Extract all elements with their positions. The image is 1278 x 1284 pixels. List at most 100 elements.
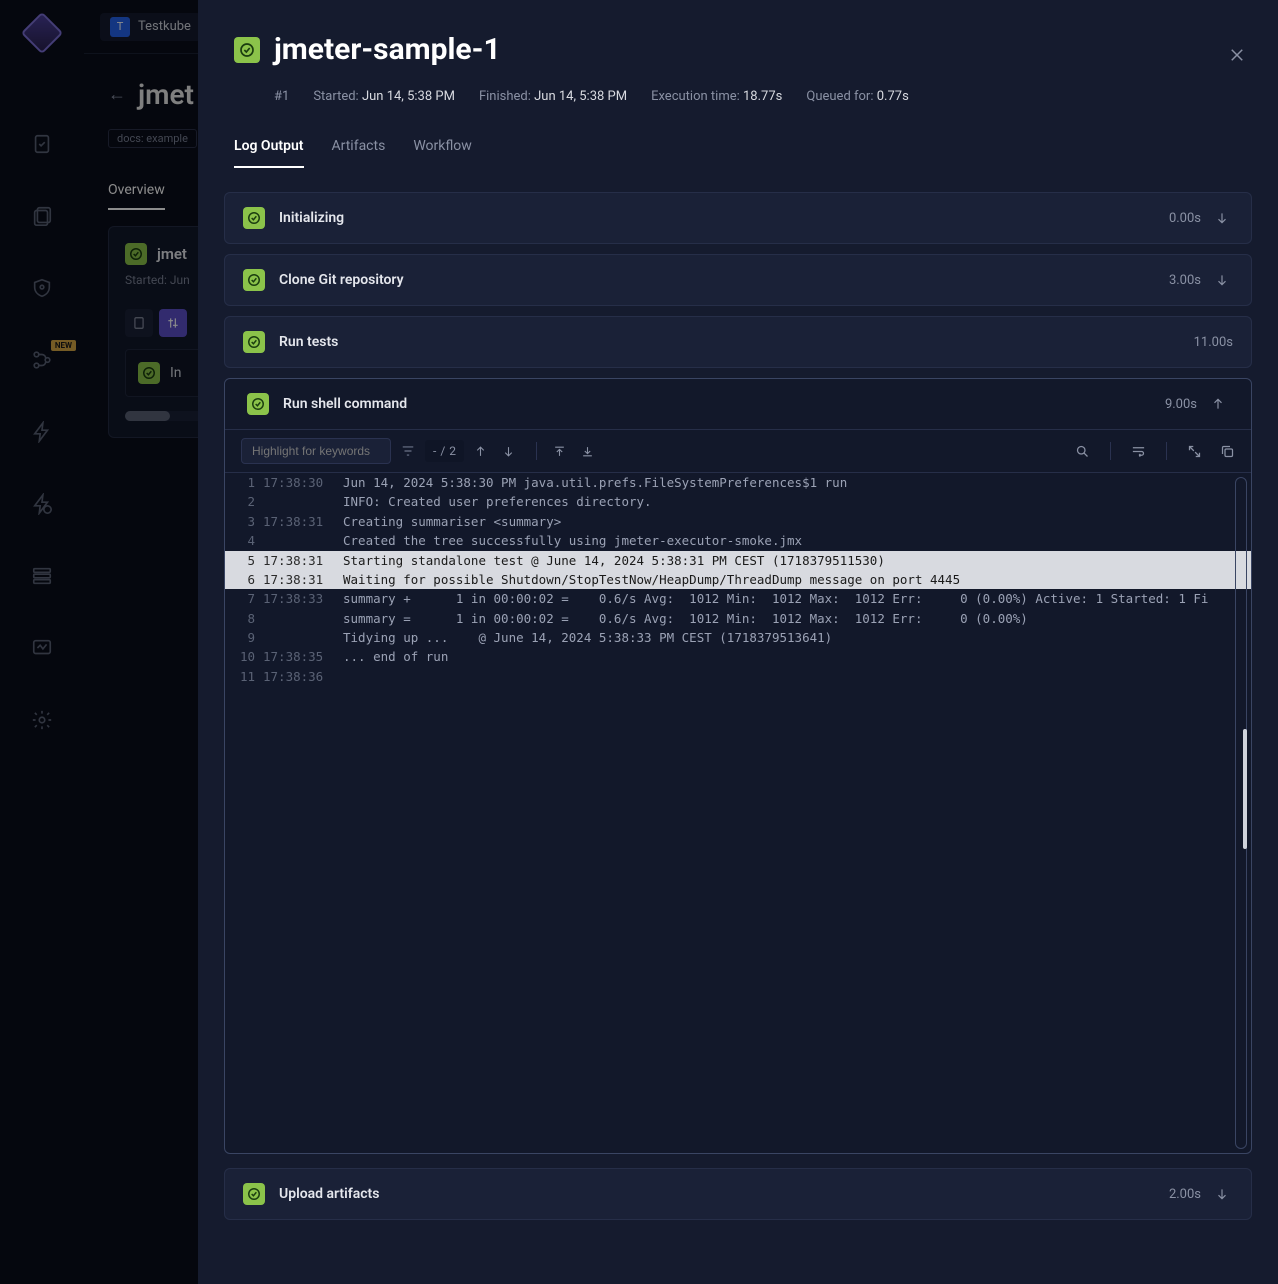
log-line-text: ... end of run: [343, 647, 1251, 666]
started-label: Started:: [313, 89, 358, 104]
step-title: Clone Git repository: [279, 272, 1155, 288]
started-value: Jun 14, 5:38 PM: [362, 89, 455, 104]
log-line-timestamp: [263, 492, 343, 511]
tab-workflow[interactable]: Workflow: [413, 138, 472, 168]
log-row[interactable]: 9 Tidying up ... @ June 14, 2024 5:38:33 …: [225, 628, 1251, 647]
chevron-down-icon: [1215, 273, 1233, 287]
search-count: - / 2: [425, 440, 464, 462]
log-row[interactable]: 2 INFO: Created user preferences director…: [225, 492, 1251, 511]
log-line-text: summary = 1 in 00:00:02 = 0.6/s Avg: 101…: [343, 609, 1251, 628]
toolbar-divider: [536, 442, 537, 460]
exec-value: 18.77s: [743, 89, 782, 104]
log-row[interactable]: 617:38:31Waiting for possible Shutdown/S…: [225, 570, 1251, 589]
log-line-timestamp: [263, 531, 343, 550]
panel-title: jmeter-sample-1: [274, 32, 501, 67]
log-line-timestamp: [263, 609, 343, 628]
search-next-button[interactable]: [502, 445, 520, 458]
tab-artifacts[interactable]: Artifacts: [332, 138, 386, 168]
exec-label: Execution time:: [651, 89, 740, 104]
step-title: Run tests: [279, 334, 1180, 350]
search-icon[interactable]: [1075, 444, 1090, 459]
step-run-shell[interactable]: Run shell command 9.00s: [225, 379, 1251, 430]
wrap-icon[interactable]: [1131, 444, 1146, 459]
log-line-number: 11: [225, 667, 263, 686]
queued-value: 0.77s: [877, 89, 909, 104]
success-icon: [243, 269, 265, 291]
step-initializing[interactable]: Initializing 0.00s: [224, 192, 1252, 244]
close-button[interactable]: [1228, 46, 1246, 64]
success-icon: [243, 331, 265, 353]
log-line-timestamp: 17:38:33: [263, 589, 343, 608]
log-line-timestamp: 17:38:31: [263, 512, 343, 531]
log-container: Run shell command 9.00s - / 2: [224, 378, 1252, 1154]
log-row[interactable]: 1117:38:36: [225, 667, 1251, 686]
count-total: 2: [449, 444, 456, 458]
log-line-number: 6: [225, 570, 263, 589]
step-run-tests[interactable]: Run tests 11.00s: [224, 316, 1252, 368]
log-row[interactable]: 317:38:31Creating summariser <summary>: [225, 512, 1251, 531]
log-row[interactable]: 117:38:30Jun 14, 2024 5:38:30 PM java.ut…: [225, 473, 1251, 492]
count-current: -: [433, 444, 436, 458]
execution-panel: jmeter-sample-1 #1 Started: Jun 14, 5:38…: [198, 0, 1278, 1284]
search-prev-button[interactable]: [474, 445, 492, 458]
toolbar-divider: [1166, 442, 1167, 460]
log-row[interactable]: 1017:38:35... end of run: [225, 647, 1251, 666]
log-line-timestamp: 17:38:31: [263, 570, 343, 589]
run-number: #1: [274, 89, 289, 104]
step-title: Initializing: [279, 210, 1155, 226]
log-line-number: 1: [225, 473, 263, 492]
step-clone-git[interactable]: Clone Git repository 3.00s: [224, 254, 1252, 306]
log-line-number: 9: [225, 628, 263, 647]
log-scrollbar-thumb[interactable]: [1243, 729, 1247, 849]
log-line-number: 5: [225, 551, 263, 570]
log-line-text: [343, 667, 1251, 686]
success-icon: [243, 1183, 265, 1205]
log-line-text: Waiting for possible Shutdown/StopTestNo…: [343, 570, 1251, 589]
panel-body: Initializing 0.00s Clone Git repository …: [198, 168, 1278, 1284]
step-time: 2.00s: [1169, 1187, 1201, 1202]
log-toolbar: - / 2: [225, 430, 1251, 473]
log-line-text: summary + 1 in 00:00:02 = 0.6/s Avg: 101…: [343, 589, 1251, 608]
log-line-number: 7: [225, 589, 263, 608]
filter-icon[interactable]: [401, 444, 415, 458]
log-line-text: Creating summariser <summary>: [343, 512, 1251, 531]
log-row[interactable]: 8 summary = 1 in 00:00:02 = 0.6/s Avg: 10…: [225, 609, 1251, 628]
fullscreen-icon[interactable]: [1187, 444, 1202, 459]
success-icon: [247, 393, 269, 415]
log-lines[interactable]: 117:38:30Jun 14, 2024 5:38:30 PM java.ut…: [225, 473, 1251, 1153]
log-line-text: Tidying up ... @ June 14, 2024 5:38:33 P…: [343, 628, 1251, 647]
log-line-timestamp: 17:38:30: [263, 473, 343, 492]
scroll-top-button[interactable]: [553, 445, 571, 458]
log-line-text: Jun 14, 2024 5:38:30 PM java.util.prefs.…: [343, 473, 1251, 492]
scroll-bottom-button[interactable]: [581, 445, 599, 458]
log-row[interactable]: 717:38:33summary + 1 in 00:00:02 = 0.6/s…: [225, 589, 1251, 608]
log-line-text: INFO: Created user preferences directory…: [343, 492, 1251, 511]
log-line-number: 4: [225, 531, 263, 550]
log-row[interactable]: 4 Created the tree successfully using jme…: [225, 531, 1251, 550]
queued-label: Queued for:: [806, 89, 873, 104]
finished-value: Jun 14, 5:38 PM: [534, 89, 627, 104]
step-title: Run shell command: [283, 396, 1151, 412]
success-icon: [234, 37, 260, 63]
panel-tabs: Log Output Artifacts Workflow: [234, 138, 1242, 168]
step-time: 0.00s: [1169, 211, 1201, 226]
toolbar-divider: [1110, 442, 1111, 460]
log-line-timestamp: 17:38:35: [263, 647, 343, 666]
copy-icon[interactable]: [1220, 444, 1235, 459]
log-line-text: Created the tree successfully using jmet…: [343, 531, 1251, 550]
log-line-number: 2: [225, 492, 263, 511]
log-line-timestamp: [263, 628, 343, 647]
log-line-number: 8: [225, 609, 263, 628]
finished-label: Finished:: [479, 89, 531, 104]
log-row[interactable]: 517:38:31Starting standalone test @ June…: [225, 551, 1251, 570]
log-line-text: Starting standalone test @ June 14, 2024…: [343, 551, 1251, 570]
tab-log-output[interactable]: Log Output: [234, 138, 304, 168]
step-upload-artifacts[interactable]: Upload artifacts 2.00s: [224, 1168, 1252, 1220]
chevron-up-icon: [1211, 397, 1229, 411]
log-search-input[interactable]: [241, 438, 391, 464]
step-time: 3.00s: [1169, 273, 1201, 288]
chevron-down-icon: [1215, 1187, 1233, 1201]
panel-meta: #1 Started: Jun 14, 5:38 PM Finished: Ju…: [274, 89, 1242, 104]
log-line-number: 3: [225, 512, 263, 531]
success-icon: [243, 207, 265, 229]
